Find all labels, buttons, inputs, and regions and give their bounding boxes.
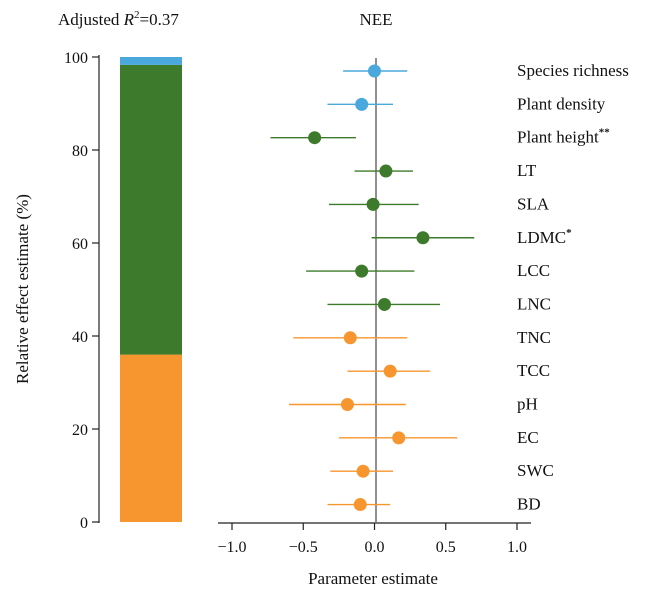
variable-label: Species richness [517,61,629,80]
y-tick-label: 100 [64,50,88,67]
variable-name: pH [517,395,538,414]
estimate-point [340,398,354,411]
variable-name: LDMC [517,228,566,247]
y-tick-label: 60 [72,236,88,253]
variable-label: BD [517,495,541,514]
variable-label: pH [517,395,538,414]
significance-marker: * [566,227,572,239]
variable-name: EC [517,428,539,447]
variable-name: SWC [517,461,554,480]
variable-name: LT [517,161,537,180]
x-tick-label: 0.5 [436,539,456,556]
estimate-point [392,431,406,445]
r2-title: Adjusted R2=0.37 [58,9,179,29]
y-tick-label: 0 [80,515,88,532]
estimate-point [383,364,397,378]
relative-effect-panel: Adjusted R2=0.37 0 20 40 60 80 100 Relative e… [13,9,182,532]
x-axis-title: Parameter estimate [308,569,438,588]
estimate-point [355,264,369,278]
estimate-point [379,164,393,178]
variable-labels: Species richness Plant density Plant heigh… [517,61,629,514]
parameter-estimate-panel: NEE −1.0 −0.5 0.0 0.5 1.0 Species richness Pl… [217,10,628,588]
estimate-point [368,64,381,78]
x-tick-label: −1.0 [217,539,246,556]
variable-name: TCC [517,361,550,380]
estimate-point [308,131,322,145]
variable-label: LDMC* [517,227,572,247]
variable-name: LNC [517,294,551,313]
significance-marker: ** [599,127,611,139]
variable-name: Plant height [517,128,599,147]
y-tick-label: 40 [72,329,88,346]
bar-segment-diversity [120,57,182,65]
y-axis-title: Relative effect estimate (%) [13,194,32,384]
estimate-point [343,331,357,345]
estimate-point [377,297,391,311]
bar-segment-soil [120,354,182,522]
variable-label: Plant density [517,94,606,113]
variable-name: SLA [517,194,550,213]
y-tick-label: 20 [72,422,88,439]
variable-name: BD [517,495,541,514]
r2-title-prefix: Adjusted [58,10,124,29]
x-tick-label: 1.0 [507,539,527,556]
variable-label: LNC [517,294,551,313]
variable-label: LT [517,161,537,180]
r2-title-value: =0.37 [140,10,180,29]
y-axis-ticks: 0 20 40 60 80 100 [64,50,99,532]
variable-label: LCC [517,261,550,280]
variable-label: Plant height** [517,127,610,147]
estimate-point [416,231,430,245]
variable-label: EC [517,428,539,447]
variable-name: Plant density [517,94,606,113]
x-axis-ticks: −1.0 −0.5 0.0 0.5 1.0 [217,523,527,556]
r2-title-symbol: R [123,10,135,29]
y-tick-label: 80 [72,143,88,160]
estimate-point [356,464,370,478]
estimate-point [366,197,380,211]
variable-label: TCC [517,361,550,380]
variable-label: TNC [517,328,551,347]
variable-name: Species richness [517,61,629,80]
variable-name: TNC [517,328,551,347]
x-tick-label: −0.5 [289,539,318,556]
variable-name: LCC [517,261,550,280]
estimate-point [353,498,367,512]
x-tick-label: 0.0 [365,539,385,556]
nee-title: NEE [359,10,392,29]
stacked-bar [120,57,182,522]
forest-points [270,64,475,512]
r2-title-superscript: 2 [134,9,140,21]
variable-label: SLA [517,194,550,213]
bar-segment-functional [120,64,182,355]
variable-label: SWC [517,461,554,480]
estimate-point [355,97,369,111]
